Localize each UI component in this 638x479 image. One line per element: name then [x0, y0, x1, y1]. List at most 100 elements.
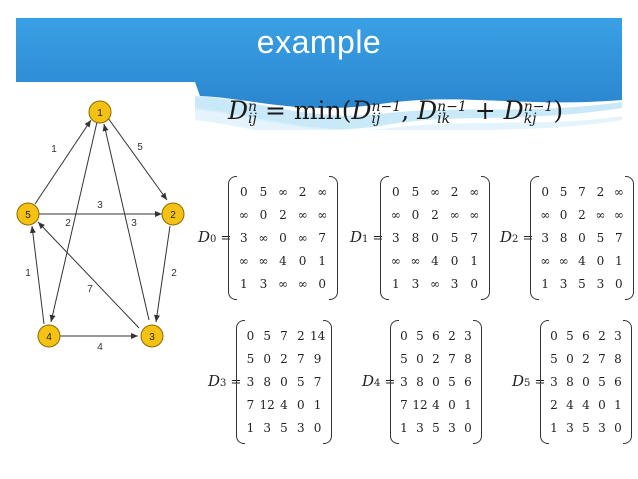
matrix-d1-name: D: [350, 228, 363, 246]
matrix-cell: ∞: [277, 277, 288, 292]
matrix-cell: 7: [578, 184, 586, 199]
edge-3-1: [102, 123, 150, 321]
matrix-d0-grid: 0 5 ∞ 2 ∞ ∞ 0 2 ∞ ∞ 3 ∞ 0 ∞ 7 ∞ ∞ 4 0 1 1 3 ∞ ∞ 0: [234, 180, 332, 296]
matrix-cell: 4: [431, 254, 439, 269]
matrix-cell: 4: [582, 398, 590, 413]
matrix-cell: 1: [614, 254, 623, 269]
matrix-cell: 1: [400, 421, 408, 436]
matrix-cell: 5: [280, 421, 288, 436]
matrix-cell: 2: [550, 398, 558, 413]
matrix-cell: 0: [411, 207, 420, 222]
matrix-cell: 8: [416, 374, 424, 389]
matrix-cell: 14: [309, 328, 326, 343]
matrix-cell: 3: [464, 328, 472, 343]
matrix-d4-name: D: [362, 372, 375, 390]
matrix-cell: ∞: [410, 254, 421, 269]
matrix-cell: 7: [400, 398, 408, 413]
weight-4-5: 1: [25, 268, 31, 279]
matrix-cell: 0: [448, 398, 456, 413]
matrix-cell: 5: [296, 374, 305, 389]
matrix-cell: 2: [448, 328, 456, 343]
matrix-cell: 6: [432, 328, 440, 343]
matrix-cell: 4: [279, 254, 287, 269]
matrix-d3-index: 3: [220, 378, 227, 389]
matrix-cell: 0: [559, 207, 568, 222]
matrix-cell: 7: [313, 374, 322, 389]
matrix-d0: D0 = 0 5 ∞ 2 ∞ ∞ 0 2 ∞ ∞ 3 ∞ 0 ∞ 7 ∞ ∞ 4 0 1 1 3 ∞ ∞ 0: [198, 176, 340, 300]
matrix-cell: 8: [566, 374, 574, 389]
matrix-d4-grid: 0 5 6 2 3 5 0 2 7 8 3 8 0 5 6 7 12 4 0 1 1 3 5 3 0: [396, 324, 476, 440]
node-1: [88, 100, 112, 124]
formula-term3-sup: n−1: [523, 98, 554, 115]
matrix-cell: ∞: [469, 207, 480, 222]
matrix-cell: 2: [450, 184, 459, 199]
matrix-d1-index: 1: [362, 234, 369, 245]
matrix-cell: 5: [578, 277, 586, 292]
matrix-cell: 3: [246, 374, 255, 389]
weight-4-3: 4: [97, 342, 103, 353]
matrix-cell: ∞: [390, 254, 401, 269]
matrix-cell: 5: [246, 351, 255, 366]
matrix-cell: 4: [432, 398, 440, 413]
matrix-cell: 2: [598, 328, 606, 343]
matrix-d0-body: 0 5 ∞ 2 ∞ ∞ 0 2 ∞ ∞ 3 ∞ 0 ∞ 7 ∞ ∞ 4 0 1 1 3 ∞ ∞ 0: [228, 176, 338, 300]
matrix-cell: 0: [614, 421, 622, 436]
matrix-cell: 0: [280, 374, 288, 389]
matrix-cell: 2: [431, 207, 439, 222]
matrix-cell: ∞: [558, 254, 569, 269]
matrix-cell: 7: [598, 351, 606, 366]
matrix-cell: ∞: [297, 230, 308, 245]
matrix-cell: 0: [298, 254, 307, 269]
matrix-cell: 0: [296, 398, 305, 413]
weighted-directed-graph: 1 5 3 2 3 2 1 7 4 1 2 3 4 5: [16, 100, 185, 353]
matrix-cell: 1: [541, 277, 550, 292]
matrix-cell: 3: [259, 277, 268, 292]
matrix-cell: 2: [578, 207, 586, 222]
matrix-d5-index: 5: [524, 378, 531, 389]
matrix-cell: 3: [596, 277, 605, 292]
matrix-cell: ∞: [429, 277, 440, 292]
formula-lhs-sub: ij: [248, 110, 257, 127]
matrix-d4: D4 = 0 5 6 2 3 5 0 2 7 8 3 8 0 5 6 7 12 4 0 1 1 3 5 3 0: [362, 320, 484, 444]
formula-term3-sub: kj: [523, 110, 537, 127]
matrix-d1-grid: 0 5 ∞ 2 ∞ ∞ 0 2 ∞ ∞ 3 8 0 5 7 ∞ ∞ 4 0 1 1 3 ∞ 3 0: [386, 180, 484, 296]
matrix-cell: 4: [578, 254, 586, 269]
edge-5-1: [34, 119, 92, 205]
matrix-cell: ∞: [390, 207, 401, 222]
node-4-label: 4: [46, 332, 52, 343]
matrix-cell: 5: [596, 230, 605, 245]
matrix-cell: 3: [416, 421, 424, 436]
matrix-cell: 1: [318, 254, 327, 269]
formula-term2: D: [417, 96, 438, 125]
matrix-cell: ∞: [297, 277, 308, 292]
matrix-d4-body: 0 5 6 2 3 5 0 2 7 8 3 8 0 5 6 7 12 4 0 1 1 3 5 3 0: [390, 320, 482, 444]
slide-title: example: [256, 24, 382, 60]
matrix-cell: 0: [541, 184, 550, 199]
matrix-cell: 1: [464, 398, 472, 413]
formula-lhs: D: [228, 96, 249, 125]
matrix-d2-body: 0 5 7 2 ∞ ∞ 0 2 ∞ ∞ 3 8 0 5 7 ∞ ∞ 4 0 1 1 3 5 3 0: [530, 176, 634, 300]
matrix-cell: ∞: [317, 207, 328, 222]
matrix-cell: 12: [412, 398, 428, 413]
matrix-cell: 3: [400, 374, 408, 389]
matrix-cell: 2: [280, 351, 288, 366]
matrix-cell: 7: [280, 328, 288, 343]
matrix-cell: ∞: [449, 207, 460, 222]
matrix-cell: 5: [582, 421, 590, 436]
matrix-cell: 7: [246, 398, 255, 413]
matrix-cell: ∞: [238, 207, 249, 222]
matrix-cell: 0: [263, 351, 272, 366]
matrix-d1-body: 0 5 ∞ 2 ∞ ∞ 0 2 ∞ ∞ 3 8 0 5 7 ∞ ∞ 4 0 1 1 3 ∞ 3 0: [380, 176, 490, 300]
matrix-cell: ∞: [277, 184, 288, 199]
formula-lhs-sup: n: [248, 98, 258, 115]
matrix-d4-index: 4: [374, 378, 381, 389]
matrix-cell: 5: [598, 374, 606, 389]
matrix-cell: 12: [259, 398, 275, 413]
edge-3-5: [37, 221, 140, 329]
formula-term3: D: [503, 96, 524, 125]
matrix-cell: 1: [391, 277, 400, 292]
matrix-cell: 5: [411, 184, 420, 199]
matrix-cell: 1: [313, 398, 322, 413]
matrix-cell: 0: [464, 421, 472, 436]
matrix-cell: 1: [246, 421, 255, 436]
